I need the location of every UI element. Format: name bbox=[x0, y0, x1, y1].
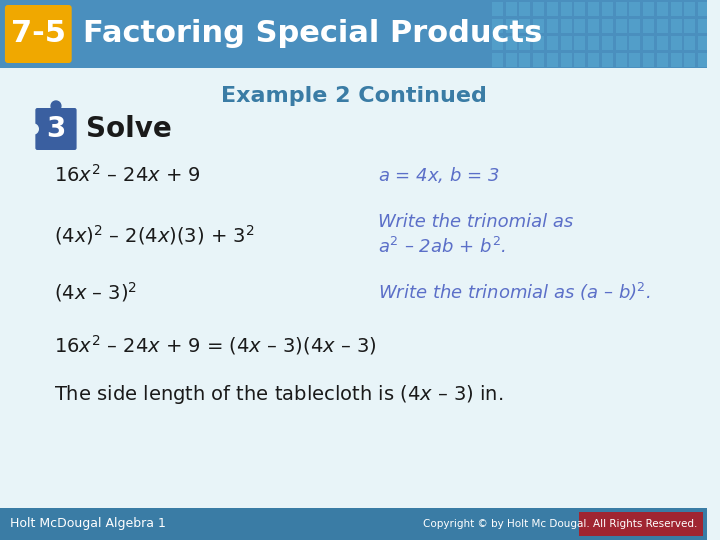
Text: (4$x$ – 3)$^2$: (4$x$ – 3)$^2$ bbox=[54, 280, 138, 304]
Text: $a$ = 4$x$, $b$ = 3: $a$ = 4$x$, $b$ = 3 bbox=[378, 165, 500, 185]
FancyBboxPatch shape bbox=[588, 36, 599, 50]
FancyBboxPatch shape bbox=[602, 36, 613, 50]
FancyBboxPatch shape bbox=[561, 53, 572, 67]
FancyBboxPatch shape bbox=[520, 19, 531, 33]
FancyBboxPatch shape bbox=[505, 53, 516, 67]
FancyBboxPatch shape bbox=[629, 19, 640, 33]
Text: 7-5: 7-5 bbox=[11, 19, 66, 49]
FancyBboxPatch shape bbox=[588, 2, 599, 16]
Text: 16$x^2$ – 24$x$ + 9: 16$x^2$ – 24$x$ + 9 bbox=[54, 164, 201, 186]
Text: Write the trinomial as
$a^2$ – 2$ab$ + $b^2$.: Write the trinomial as $a^2$ – 2$ab$ + $… bbox=[378, 213, 573, 257]
FancyBboxPatch shape bbox=[561, 19, 572, 33]
FancyBboxPatch shape bbox=[698, 36, 709, 50]
Text: Factoring Special Products: Factoring Special Products bbox=[84, 19, 543, 49]
Text: The side length of the tablecloth is (4$x$ – 3) in.: The side length of the tablecloth is (4$… bbox=[54, 383, 503, 407]
FancyBboxPatch shape bbox=[492, 53, 503, 67]
FancyBboxPatch shape bbox=[547, 2, 558, 16]
FancyBboxPatch shape bbox=[657, 53, 667, 67]
Text: Write the trinomial as ($a$ – $b$)$^2$.: Write the trinomial as ($a$ – $b$)$^2$. bbox=[378, 281, 651, 303]
FancyBboxPatch shape bbox=[534, 36, 544, 50]
FancyBboxPatch shape bbox=[575, 36, 585, 50]
Text: 16$x^2$ – 24$x$ + 9 = (4$x$ – 3)(4$x$ – 3): 16$x^2$ – 24$x$ + 9 = (4$x$ – 3)(4$x$ – … bbox=[54, 333, 377, 357]
FancyBboxPatch shape bbox=[505, 36, 516, 50]
FancyBboxPatch shape bbox=[616, 36, 626, 50]
FancyBboxPatch shape bbox=[547, 53, 558, 67]
FancyBboxPatch shape bbox=[685, 36, 696, 50]
FancyBboxPatch shape bbox=[561, 2, 572, 16]
FancyBboxPatch shape bbox=[505, 19, 516, 33]
FancyBboxPatch shape bbox=[520, 53, 531, 67]
FancyBboxPatch shape bbox=[580, 512, 703, 536]
FancyBboxPatch shape bbox=[520, 2, 531, 16]
FancyBboxPatch shape bbox=[671, 19, 682, 33]
FancyBboxPatch shape bbox=[643, 36, 654, 50]
FancyBboxPatch shape bbox=[616, 2, 626, 16]
FancyBboxPatch shape bbox=[671, 2, 682, 16]
Text: Copyright © by Holt Mc Dougal. All Rights Reserved.: Copyright © by Holt Mc Dougal. All Right… bbox=[423, 519, 697, 529]
FancyBboxPatch shape bbox=[602, 2, 613, 16]
FancyBboxPatch shape bbox=[5, 5, 72, 63]
FancyBboxPatch shape bbox=[602, 53, 613, 67]
FancyBboxPatch shape bbox=[616, 19, 626, 33]
FancyBboxPatch shape bbox=[547, 19, 558, 33]
FancyBboxPatch shape bbox=[657, 19, 667, 33]
FancyBboxPatch shape bbox=[657, 2, 667, 16]
FancyBboxPatch shape bbox=[534, 19, 544, 33]
FancyBboxPatch shape bbox=[685, 53, 696, 67]
FancyBboxPatch shape bbox=[616, 53, 626, 67]
FancyBboxPatch shape bbox=[492, 19, 503, 33]
FancyBboxPatch shape bbox=[685, 19, 696, 33]
FancyBboxPatch shape bbox=[35, 108, 76, 150]
FancyBboxPatch shape bbox=[534, 53, 544, 67]
FancyBboxPatch shape bbox=[698, 53, 709, 67]
FancyBboxPatch shape bbox=[575, 53, 585, 67]
FancyBboxPatch shape bbox=[629, 53, 640, 67]
FancyBboxPatch shape bbox=[561, 36, 572, 50]
Text: (4$x$)$^2$ – 2(4$x$)(3) + 3$^2$: (4$x$)$^2$ – 2(4$x$)(3) + 3$^2$ bbox=[54, 223, 255, 247]
FancyBboxPatch shape bbox=[0, 508, 707, 540]
FancyBboxPatch shape bbox=[643, 2, 654, 16]
FancyBboxPatch shape bbox=[520, 36, 531, 50]
FancyBboxPatch shape bbox=[505, 2, 516, 16]
FancyBboxPatch shape bbox=[575, 2, 585, 16]
FancyBboxPatch shape bbox=[629, 2, 640, 16]
FancyBboxPatch shape bbox=[602, 19, 613, 33]
FancyBboxPatch shape bbox=[671, 36, 682, 50]
Text: Solve: Solve bbox=[86, 115, 172, 143]
FancyBboxPatch shape bbox=[698, 19, 709, 33]
FancyBboxPatch shape bbox=[643, 53, 654, 67]
FancyBboxPatch shape bbox=[534, 2, 544, 16]
FancyBboxPatch shape bbox=[588, 19, 599, 33]
FancyBboxPatch shape bbox=[698, 2, 709, 16]
FancyBboxPatch shape bbox=[643, 19, 654, 33]
FancyBboxPatch shape bbox=[0, 0, 707, 68]
Text: Holt McDougal Algebra 1: Holt McDougal Algebra 1 bbox=[10, 517, 166, 530]
FancyBboxPatch shape bbox=[657, 36, 667, 50]
FancyBboxPatch shape bbox=[575, 19, 585, 33]
FancyBboxPatch shape bbox=[629, 36, 640, 50]
FancyBboxPatch shape bbox=[671, 53, 682, 67]
FancyBboxPatch shape bbox=[492, 2, 503, 16]
FancyBboxPatch shape bbox=[685, 2, 696, 16]
Text: Example 2 Continued: Example 2 Continued bbox=[220, 86, 487, 106]
FancyBboxPatch shape bbox=[588, 53, 599, 67]
Circle shape bbox=[29, 124, 38, 134]
FancyBboxPatch shape bbox=[547, 36, 558, 50]
FancyBboxPatch shape bbox=[492, 36, 503, 50]
Text: 3: 3 bbox=[46, 115, 66, 143]
Circle shape bbox=[51, 101, 61, 111]
